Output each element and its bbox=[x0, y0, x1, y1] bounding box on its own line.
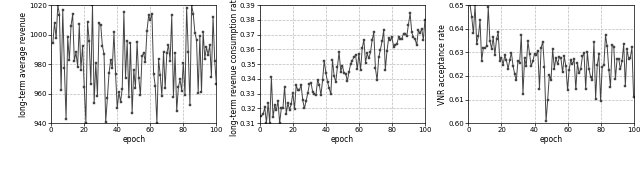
X-axis label: epoch: epoch bbox=[122, 135, 145, 144]
X-axis label: epoch: epoch bbox=[331, 135, 354, 144]
Y-axis label: VNR acceptance rate: VNR acceptance rate bbox=[438, 24, 447, 104]
X-axis label: epoch: epoch bbox=[540, 135, 563, 144]
Y-axis label: long-term average revenue: long-term average revenue bbox=[19, 12, 28, 117]
Y-axis label: long-term revenue consumption ratio: long-term revenue consumption ratio bbox=[230, 0, 239, 136]
